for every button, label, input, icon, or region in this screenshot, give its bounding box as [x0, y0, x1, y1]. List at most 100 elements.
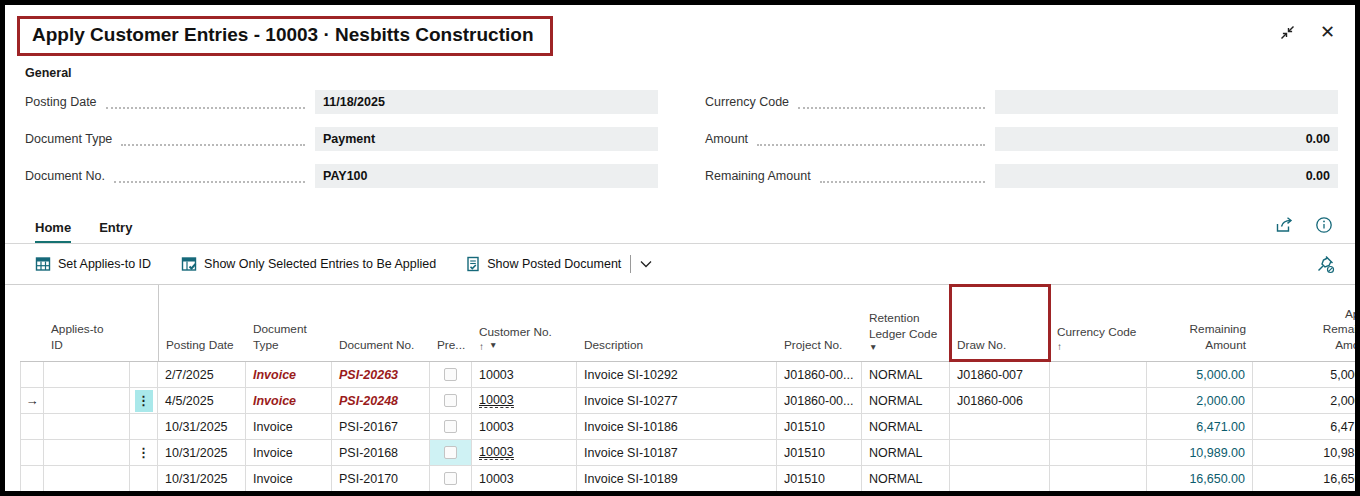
cell-applies_to_id[interactable] [44, 388, 130, 414]
cell-project_no[interactable]: J01510 [777, 466, 862, 492]
cell-currency_code[interactable] [1050, 388, 1147, 414]
field-value-posting-date[interactable]: 11/18/2025 [315, 90, 658, 114]
cell-remaining_amount[interactable]: 5,000.00 [1147, 362, 1253, 388]
cell-currency_code[interactable] [1050, 362, 1147, 388]
cell-project_no[interactable]: J01510 [777, 414, 862, 440]
cell-value[interactable]: 2,000.00 [1196, 394, 1245, 408]
cell-posting_date[interactable]: 10/31/2025 [158, 466, 246, 492]
preapplied-cell[interactable] [430, 440, 472, 466]
cell-remaining_amount[interactable]: 2,000.00 [1147, 388, 1253, 414]
close-icon[interactable]: ✕ [1320, 23, 1335, 41]
cell-draw_no[interactable] [950, 440, 1050, 466]
cell-project_no[interactable]: J01860-00... [777, 362, 862, 388]
cell-draw_no[interactable] [950, 466, 1050, 492]
cell-document_no[interactable]: PSI-20170 [332, 466, 430, 492]
cell-appln_remaining_amount[interactable]: 5,000. [1253, 362, 1360, 388]
cell-posting_date[interactable]: 2/7/2025 [158, 362, 246, 388]
cell-document_type[interactable]: Invoice [246, 440, 332, 466]
row-selector-cell[interactable] [20, 414, 44, 440]
preapplied-checkbox[interactable] [444, 368, 457, 381]
cell-value[interactable]: 10003 [479, 445, 514, 460]
row-menu-cell[interactable] [130, 466, 158, 492]
cell-value[interactable]: 10,989.00 [1189, 446, 1245, 460]
cell-remaining_amount[interactable]: 6,471.00 [1147, 414, 1253, 440]
collapse-window-icon[interactable] [1279, 24, 1296, 41]
cell-draw_no[interactable]: J01860-006 [950, 388, 1050, 414]
row-menu-cell[interactable]: ⋮ [130, 440, 158, 466]
column-header-project_no[interactable]: Project No. [777, 285, 862, 361]
column-header-preapplied[interactable]: Pre... [430, 285, 472, 361]
share-icon[interactable] [1275, 216, 1295, 234]
column-header-document_no[interactable]: Document No. [332, 285, 430, 361]
action-show-posted-document[interactable]: Show Posted Document [466, 256, 621, 272]
column-header-posting_date[interactable]: Posting Date [158, 285, 246, 361]
preapplied-checkbox[interactable] [444, 446, 457, 459]
chevron-down-icon[interactable] [640, 260, 652, 268]
row-menu-icon[interactable]: ⋮ [135, 390, 153, 412]
cell-retention_ledger_code[interactable]: NORMAL [862, 440, 950, 466]
preapplied-cell[interactable] [430, 388, 472, 414]
cell-document_type[interactable]: Invoice [246, 466, 332, 492]
column-header-description[interactable]: Description [577, 285, 777, 361]
cell-document_no[interactable]: PSI-20263 [332, 362, 430, 388]
cell-customer_no[interactable]: 10003 [472, 414, 577, 440]
cell-value[interactable]: 6,471.00 [1196, 420, 1245, 434]
row-menu-cell[interactable]: ⋮ [130, 388, 158, 414]
cell-value[interactable]: 5,000.00 [1196, 368, 1245, 382]
cell-applies_to_id[interactable] [44, 362, 130, 388]
column-header-selector[interactable] [20, 285, 44, 361]
column-header-document_type[interactable]: DocumentType [246, 285, 332, 361]
cell-retention_ledger_code[interactable]: NORMAL [862, 362, 950, 388]
cell-customer_no[interactable]: 10003 [472, 362, 577, 388]
cell-document_type[interactable]: Invoice [246, 362, 332, 388]
cell-appln_remaining_amount[interactable]: 10,989. [1253, 440, 1360, 466]
cell-applies_to_id[interactable] [44, 440, 130, 466]
row-selector-cell[interactable] [20, 440, 44, 466]
column-header-retention_ledger_code[interactable]: RetentionLedger Code▼ [862, 285, 950, 361]
action-show-only-selected-entries-to-be-applied[interactable]: Show Only Selected Entries to Be Applied [181, 256, 436, 272]
cell-value[interactable]: 10003 [479, 393, 514, 408]
row-selector-cell[interactable]: → [20, 388, 44, 414]
preapplied-cell[interactable] [430, 414, 472, 440]
column-header-customer_no[interactable]: Customer No.↑▼ [472, 285, 577, 361]
column-header-draw_no[interactable]: Draw No. [950, 285, 1050, 361]
cell-customer_no[interactable]: 10003 [472, 440, 577, 466]
cell-appln_remaining_amount[interactable]: 16,650. [1253, 466, 1360, 492]
field-value-remaining-amount[interactable]: 0.00 [995, 164, 1338, 188]
cell-currency_code[interactable] [1050, 414, 1147, 440]
info-icon[interactable] [1315, 216, 1333, 234]
cell-description[interactable]: Invoice SI-10187 [577, 440, 777, 466]
field-value-currency-code[interactable] [995, 90, 1338, 114]
cell-customer_no[interactable]: 10003 [472, 466, 577, 492]
cell-retention_ledger_code[interactable]: NORMAL [862, 388, 950, 414]
cell-applies_to_id[interactable] [44, 466, 130, 492]
cell-description[interactable]: Invoice SI-10277 [577, 388, 777, 414]
cell-retention_ledger_code[interactable]: NORMAL [862, 466, 950, 492]
preapplied-checkbox[interactable] [444, 420, 457, 433]
cell-document_no[interactable]: PSI-20168 [332, 440, 430, 466]
cell-document_no[interactable]: PSI-20248 [332, 388, 430, 414]
cell-retention_ledger_code[interactable]: NORMAL [862, 414, 950, 440]
preapplied-cell[interactable] [430, 466, 472, 492]
preapplied-checkbox[interactable] [444, 394, 457, 407]
cell-remaining_amount[interactable]: 10,989.00 [1147, 440, 1253, 466]
row-menu-cell[interactable] [130, 414, 158, 440]
cell-document_type[interactable]: Invoice [246, 388, 332, 414]
cell-description[interactable]: Invoice SI-10189 [577, 466, 777, 492]
row-menu-icon[interactable]: ⋮ [135, 442, 153, 464]
field-value-amount[interactable]: 0.00 [995, 127, 1338, 151]
tab-entry[interactable]: Entry [99, 220, 132, 243]
cell-project_no[interactable]: J01510 [777, 440, 862, 466]
cell-appln_remaining_amount[interactable]: 6,471. [1253, 414, 1360, 440]
cell-description[interactable]: Invoice SI-10292 [577, 362, 777, 388]
column-header-applies_to_id[interactable]: Applies-toID [44, 285, 130, 361]
column-header-row_menu[interactable] [130, 285, 158, 361]
row-menu-cell[interactable] [130, 362, 158, 388]
preapplied-cell[interactable] [430, 362, 472, 388]
cell-currency_code[interactable] [1050, 440, 1147, 466]
cell-description[interactable]: Invoice SI-10186 [577, 414, 777, 440]
cell-draw_no[interactable]: J01860-007 [950, 362, 1050, 388]
cell-posting_date[interactable]: 10/31/2025 [158, 440, 246, 466]
pin-off-icon[interactable] [1315, 254, 1335, 274]
cell-draw_no[interactable] [950, 414, 1050, 440]
